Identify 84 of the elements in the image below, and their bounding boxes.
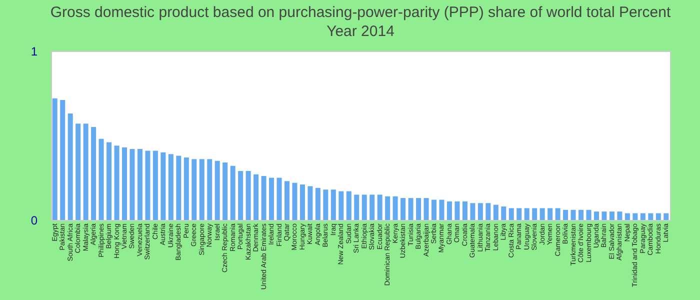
chart-title: Gross domestic product based on purchasing-power-parity (PPP) share of world total Percent — [50, 4, 672, 21]
bar — [377, 194, 382, 220]
bar — [199, 159, 204, 220]
bar — [493, 204, 498, 220]
bar — [548, 208, 553, 220]
bar — [269, 178, 274, 220]
bar — [284, 181, 290, 220]
bar — [416, 198, 422, 220]
bar — [246, 170, 251, 220]
bar — [408, 198, 414, 220]
bar — [524, 208, 530, 220]
bar — [52, 98, 58, 220]
bar — [640, 213, 646, 220]
bar — [98, 138, 104, 220]
bar — [254, 174, 259, 220]
bar — [152, 150, 158, 220]
bar — [486, 203, 491, 220]
bar — [478, 203, 483, 220]
bar — [106, 142, 112, 220]
bar — [594, 212, 599, 220]
bar — [609, 212, 614, 220]
bar — [323, 190, 328, 220]
bar — [532, 208, 538, 220]
bar — [508, 208, 514, 220]
chart-subtitle: Year 2014 — [326, 23, 394, 40]
bar — [207, 159, 212, 220]
bar — [176, 156, 182, 220]
bar — [470, 203, 476, 220]
bar — [617, 212, 622, 220]
bar — [439, 200, 444, 220]
bar — [424, 198, 429, 220]
bar — [370, 194, 375, 220]
bar — [114, 146, 120, 220]
bar — [385, 196, 390, 220]
bar — [392, 196, 398, 220]
bar — [362, 194, 367, 220]
bar — [432, 200, 437, 220]
bar — [501, 206, 506, 220]
bar — [130, 149, 135, 220]
bar — [555, 208, 560, 220]
bar — [145, 150, 150, 220]
bar — [624, 213, 630, 220]
bar — [330, 190, 336, 220]
bar — [122, 147, 128, 220]
y-tick-label: 1 — [30, 44, 38, 58]
bar — [454, 201, 460, 220]
bar — [354, 194, 360, 220]
bar — [338, 191, 344, 220]
bar — [184, 157, 189, 220]
bar — [578, 210, 584, 220]
bar — [91, 127, 96, 220]
bar — [664, 213, 669, 220]
bar — [261, 176, 266, 220]
bar — [137, 149, 142, 220]
bar — [292, 182, 298, 220]
bar — [346, 191, 352, 220]
bar — [308, 186, 313, 220]
bar — [602, 212, 607, 220]
bar — [192, 159, 197, 220]
bar — [446, 201, 452, 220]
bar — [632, 213, 638, 220]
bar — [462, 201, 468, 220]
bar — [516, 208, 522, 220]
bar — [563, 210, 568, 220]
bar — [83, 124, 88, 220]
bar — [168, 154, 174, 220]
bar — [540, 208, 545, 220]
bar — [400, 198, 406, 220]
bar — [76, 124, 81, 220]
bar — [315, 188, 320, 220]
bar — [648, 213, 654, 220]
bar — [230, 166, 236, 220]
bar — [222, 162, 228, 220]
bar — [60, 100, 66, 220]
bar — [160, 152, 166, 220]
bar — [300, 184, 305, 220]
bar — [238, 170, 244, 220]
bar — [276, 178, 282, 220]
bar — [68, 114, 73, 220]
bar — [656, 213, 661, 220]
y-tick-label: 0 — [30, 214, 38, 228]
bar — [570, 210, 576, 220]
bar — [586, 210, 592, 220]
bar — [214, 160, 220, 220]
